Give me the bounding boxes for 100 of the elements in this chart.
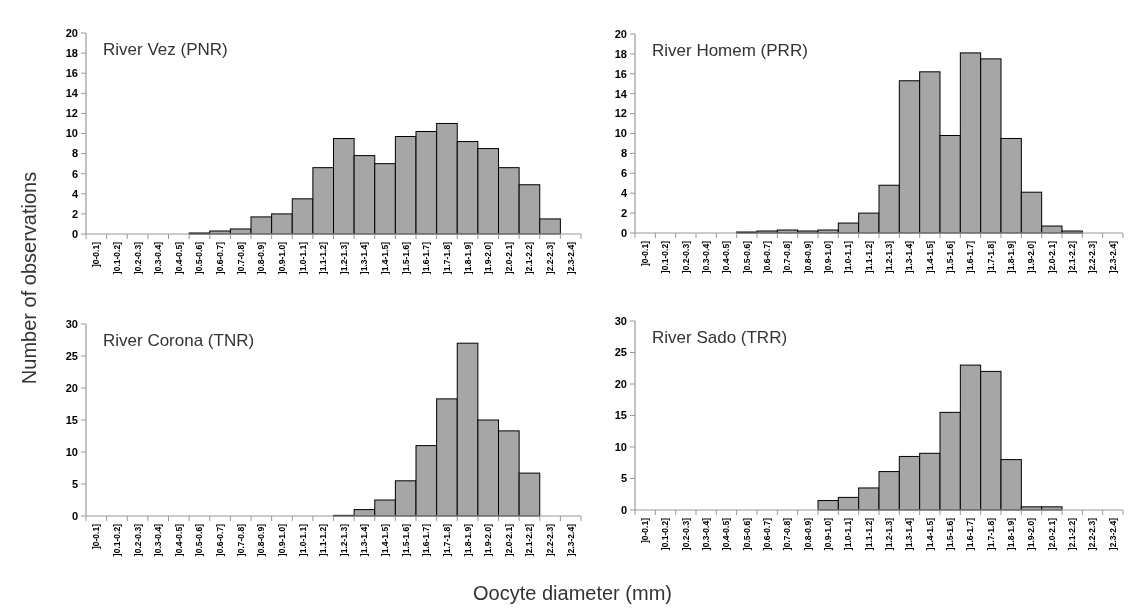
y-tick-label: 4	[620, 187, 628, 200]
y-tick-label: 30	[65, 317, 78, 330]
x-tick-label: ]0.9-1.0]	[276, 241, 287, 275]
x-tick-label: ]0.6-0.7]	[215, 241, 226, 275]
x-tick-label: ]2.0-2.1]	[503, 523, 514, 557]
y-tick-label: 10	[65, 445, 78, 458]
x-tick-label: ]1.9-2.0]	[1026, 240, 1037, 274]
x-tick-label: ]2.3-2.4]	[565, 523, 576, 557]
chart-title: River Sado (TRR)	[652, 328, 788, 347]
x-tick-label: ]2.0-2.1]	[503, 241, 514, 275]
x-tick-label: ]1.8-1.9]	[462, 241, 473, 275]
x-tick-label: ]0.7-0.8]	[782, 517, 793, 551]
x-tick-label: ]0.2-0.3]	[132, 523, 143, 557]
y-tick-label: 8	[71, 147, 78, 160]
x-tick-label: ]0.7-0.8]	[235, 241, 246, 275]
x-tick-label: ]1.9-2.0]	[1026, 517, 1037, 551]
x-tick-label: ]0.2-0.3]	[132, 241, 143, 275]
x-tick-label: ]0.1-0.2]	[111, 241, 122, 275]
chart-title: River Homem (PRR)	[652, 41, 808, 60]
x-tick-label: ]2.1-2.2]	[1067, 517, 1078, 551]
x-tick-label: ]2.0-2.1]	[1046, 240, 1057, 274]
y-tick-label: 6	[71, 167, 78, 180]
y-axis-title: Number of observations	[18, 171, 40, 385]
x-tick-label: ]2.3-2.4]	[565, 241, 576, 275]
x-tick-label: ]0.5-0.6]	[194, 241, 205, 275]
y-tick-label: 18	[614, 47, 627, 60]
y-tick-label: 18	[65, 46, 78, 59]
x-tick-label: ]1.7-1.8]	[441, 241, 452, 275]
x-tick-label: ]1.6-1.7]	[421, 241, 432, 275]
x-tick-label: ]2.0-2.1]	[1046, 517, 1057, 551]
x-tick-label: ]2.2-2.3]	[1087, 240, 1098, 274]
x-tick-label: ]0.7-0.8]	[235, 523, 246, 557]
y-tick-label: 6	[620, 167, 627, 180]
y-tick-label: 5	[620, 472, 627, 485]
x-tick-label: ]1.1-1.2]	[318, 241, 329, 275]
y-tick-label: 25	[614, 346, 627, 359]
x-tick-label: ]0.3-0.4]	[153, 241, 164, 275]
x-tick-label: ]1.0-1.1]	[297, 523, 308, 557]
x-tick-label: ]0.4-0.5]	[721, 240, 732, 274]
x-tick-label: ]2.2-2.3]	[545, 241, 556, 275]
x-tick-label: ]1.7-1.8]	[441, 523, 452, 557]
x-tick-label: ]2.1-2.2]	[1067, 240, 1078, 274]
y-tick-label: 0	[71, 227, 78, 240]
y-tick-label: 14	[65, 87, 79, 100]
y-tick-label: 10	[614, 127, 627, 140]
y-tick-label: 16	[614, 67, 627, 80]
x-tick-label: ]2.2-2.3]	[1087, 517, 1098, 551]
x-tick-label: ]1.4-1.5]	[924, 517, 935, 551]
x-tick-label: ]0.6-0.7]	[215, 523, 226, 557]
y-tick-label: 15	[614, 409, 627, 422]
x-tick-label: ]0.8-0.9]	[256, 241, 267, 275]
x-tick-label: ]1.3-1.4]	[904, 517, 915, 551]
x-tick-label: ]0.4-0.5]	[173, 523, 184, 557]
x-tick-label: ]0-0.1]	[640, 517, 651, 544]
y-tick-label: 0	[620, 226, 627, 239]
x-tick-label: ]1.8-1.9]	[1006, 240, 1017, 274]
x-tick-label: ]0.4-0.5]	[173, 241, 184, 275]
y-tick-label: 20	[65, 26, 78, 39]
x-tick-label: ]1.4-1.5]	[380, 523, 391, 557]
x-tick-label: ]1.1-1.2]	[863, 517, 874, 551]
x-tick-label: ]0.6-0.7]	[762, 240, 773, 274]
x-tick-label: ]1.0-1.1]	[297, 241, 308, 275]
y-tick-label: 10	[65, 127, 78, 140]
x-tick-label: ]2.2-2.3]	[545, 523, 556, 557]
x-tick-label: ]1.6-1.7]	[965, 240, 976, 274]
x-tick-label: ]0.6-0.7]	[762, 517, 773, 551]
x-tick-label: ]1.5-1.6]	[400, 241, 411, 275]
x-tick-label: ]1.2-1.3]	[338, 241, 349, 275]
x-axis-title: Oocyte diameter (mm)	[473, 582, 672, 604]
x-tick-label: ]0.9-1.0]	[823, 240, 834, 274]
x-tick-label: ]0.1-0.2]	[660, 240, 671, 274]
x-tick-label: ]1.8-1.9]	[1006, 517, 1017, 551]
x-tick-label: ]1.2-1.3]	[884, 517, 895, 551]
y-tick-label: 2	[620, 206, 627, 219]
y-tick-label: 30	[614, 314, 627, 327]
y-tick-label: 2	[71, 207, 78, 220]
x-tick-label: ]0.5-0.6]	[741, 517, 752, 551]
x-tick-label: ]1.0-1.1]	[843, 517, 854, 551]
chart-title: River Corona (TNR)	[103, 331, 255, 350]
x-tick-label: ]2.3-2.4]	[1107, 517, 1118, 551]
y-tick-label: 4	[71, 187, 79, 200]
x-tick-label: ]0.8-0.9]	[802, 240, 813, 274]
y-tick-label: 10	[614, 440, 627, 453]
x-tick-label: ]2.1-2.2]	[524, 523, 535, 557]
chart-title: River Vez (PNR)	[103, 40, 228, 59]
x-tick-label: ]0.7-0.8]	[782, 240, 793, 274]
x-tick-label: ]0.3-0.4]	[701, 517, 712, 551]
x-tick-label: ]1.3-1.4]	[359, 241, 370, 275]
y-tick-label: 12	[614, 107, 627, 120]
x-tick-label: ]1.5-1.6]	[945, 517, 956, 551]
y-tick-label: 20	[614, 27, 627, 40]
x-tick-label: ]1.5-1.6]	[945, 240, 956, 274]
y-tick-label: 20	[614, 377, 627, 390]
x-tick-label: ]1.3-1.4]	[359, 523, 370, 557]
x-tick-label: ]0-0.1]	[91, 523, 102, 550]
x-tick-label: ]0.8-0.9]	[802, 517, 813, 551]
y-tick-label: 15	[65, 413, 78, 426]
x-tick-label: ]1.1-1.2]	[318, 523, 329, 557]
x-tick-label: ]0.2-0.3]	[680, 240, 691, 274]
x-tick-label: ]0.9-1.0]	[823, 517, 834, 551]
